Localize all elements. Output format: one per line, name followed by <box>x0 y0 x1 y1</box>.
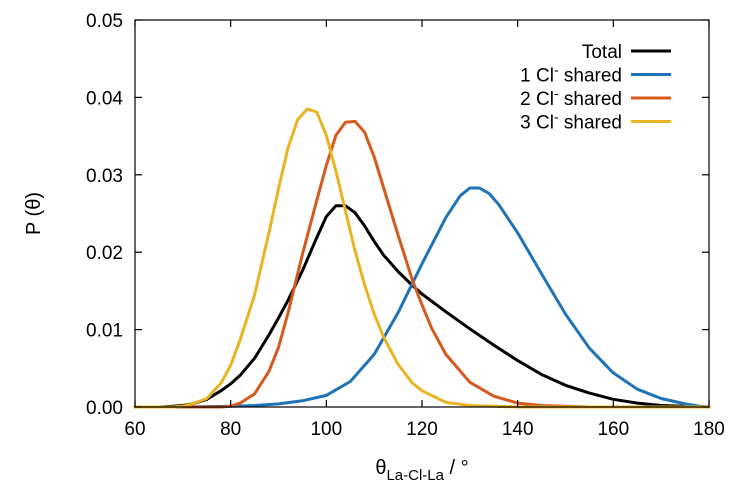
series-layer <box>133 107 711 409</box>
legend-label: 1 Cl- shared <box>520 62 622 87</box>
legend-label: Total <box>582 42 622 63</box>
series-line <box>133 186 711 409</box>
y-tick-label: 0.02 <box>86 243 123 264</box>
y-axis-title: P (θ) <box>23 192 45 235</box>
series-line <box>133 107 711 409</box>
x-axis-title: θLa-Cl-La / ° <box>375 457 468 484</box>
y-tick-label: 0.04 <box>86 88 123 109</box>
y-tick-label: 0.05 <box>86 11 123 32</box>
x-tick-label: 160 <box>597 419 629 440</box>
x-axis-title-subscript: La-Cl-La <box>386 467 444 484</box>
y-tick-label: 0.01 <box>86 321 123 342</box>
series-line <box>133 119 711 409</box>
axes-ticks: 60 80 100 120 140 160 180 0.00 0.01 0.02 0.03 0.04 0… <box>86 11 725 440</box>
x-axis-title-main: θ <box>375 457 386 479</box>
y-tick-label: 0.00 <box>86 398 123 419</box>
y-tick-label: 0.03 <box>86 166 123 187</box>
x-tick-label: 80 <box>220 419 241 440</box>
x-tick-label: 120 <box>406 419 438 440</box>
series-line <box>133 204 711 409</box>
x-tick-label: 100 <box>310 419 342 440</box>
plot-frame <box>134 19 710 408</box>
x-tick-label: 140 <box>502 419 534 440</box>
x-tick-label: 60 <box>124 419 145 440</box>
x-axis-title-suffix: / ° <box>444 457 469 479</box>
x-tick-label: 180 <box>693 419 725 440</box>
legend-label: 3 Cl- shared <box>520 109 622 134</box>
legend-label: 2 Cl- shared <box>520 85 622 110</box>
